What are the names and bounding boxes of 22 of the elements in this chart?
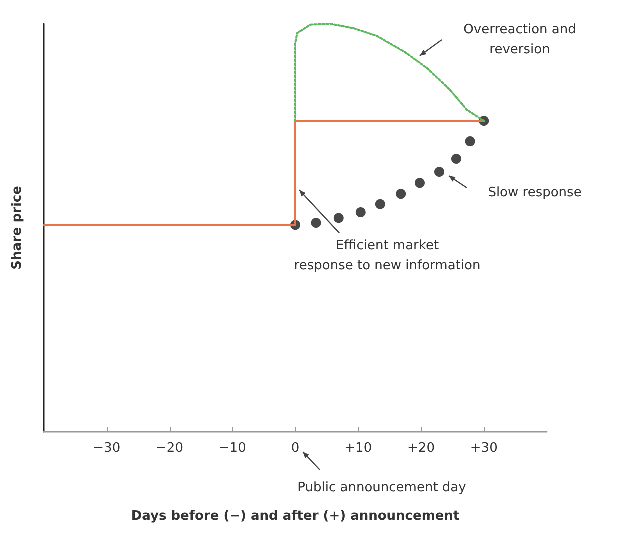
x-tick-label: +10 bbox=[344, 441, 372, 456]
y-axis-title: Share price bbox=[10, 186, 25, 270]
x-tick-label: +20 bbox=[408, 441, 435, 456]
x-tick-label: 0 bbox=[291, 441, 300, 456]
x-tick-label: −30 bbox=[93, 441, 121, 456]
annotation: Efficient market response to new information bbox=[294, 238, 481, 274]
point bbox=[375, 199, 386, 210]
point bbox=[451, 154, 462, 164]
point bbox=[465, 136, 476, 146]
point bbox=[396, 189, 406, 200]
point bbox=[434, 167, 444, 178]
x-tick-label: −10 bbox=[218, 441, 246, 456]
annotation: Slow response bbox=[488, 186, 582, 200]
x-axis-title: Days before (−) and after (+) announcement bbox=[131, 509, 460, 524]
x-tick-label: −20 bbox=[156, 441, 184, 456]
point bbox=[334, 213, 344, 224]
text: Public announcement day bbox=[298, 480, 467, 496]
x-tick-label: +30 bbox=[470, 441, 498, 456]
point bbox=[415, 178, 425, 188]
annotation: Overreaction and reversion bbox=[464, 22, 576, 58]
point bbox=[311, 218, 322, 228]
point bbox=[356, 208, 366, 218]
